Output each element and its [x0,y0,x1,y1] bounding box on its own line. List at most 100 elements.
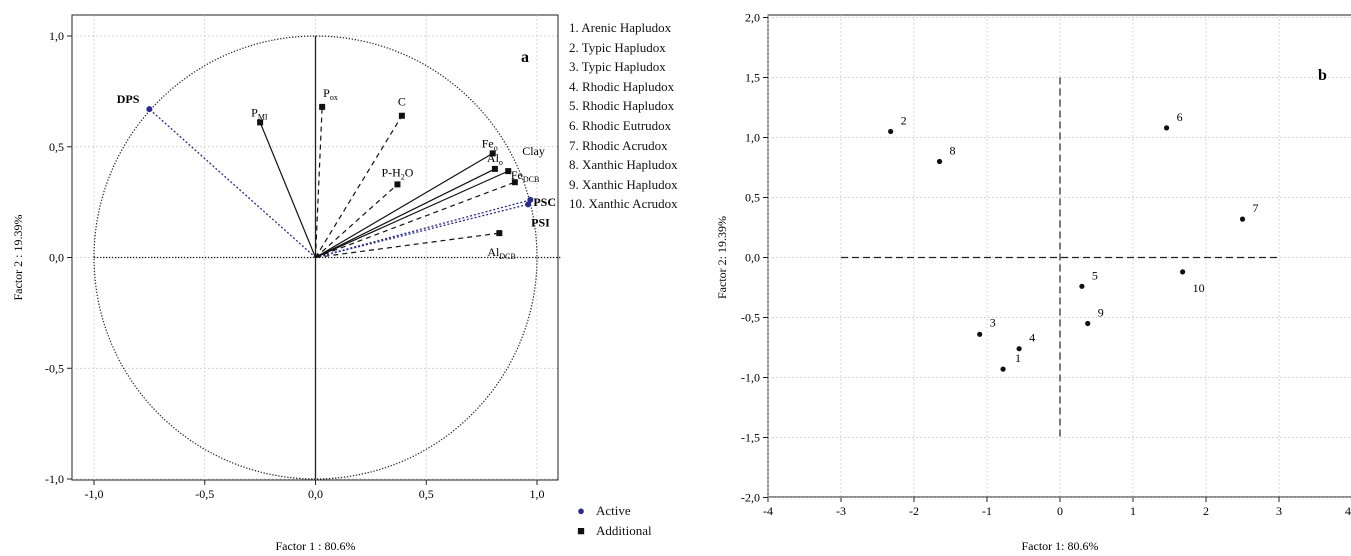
score-point-4 [1016,346,1022,352]
score-label-3: 3 [990,315,996,329]
panel-b-x-axis-title: Factor 1: 80.6% [1022,539,1099,553]
point-psi [525,201,532,208]
panel-a-ytick-label: 1,0 [49,29,64,43]
point-p-h2o [394,181,401,188]
soil-class-item: 1. Arenic Hapludox [569,20,672,35]
panel-a-x-axis-title: Factor 1 : 80.6% [276,539,356,553]
panel-b-ytick-label: 2,0 [745,11,760,25]
panel-b-ytick-label: -1,5 [741,431,760,445]
score-point-2 [888,128,894,135]
point-clay [505,168,512,175]
panel-b-ytick-label: -1,0 [741,371,760,385]
panel-b-xtick-label: 1 [1130,504,1136,518]
panel-b-ytick-label: 1,0 [745,131,760,145]
score-label-9: 9 [1098,306,1104,320]
vector-c [314,115,403,258]
score-point-9 [1085,320,1091,327]
label-fedcb: FeDCB [511,168,539,184]
soil-class-item: 2. Typic Hapludox [569,39,666,55]
panel-a-ytick-label: 0,5 [49,140,64,154]
label-psi: PSI [531,215,550,229]
panel-b-ytick-label: -2,0 [741,491,760,505]
vector-dps [148,108,316,258]
panel-a-xtick-label: 1,0 [530,487,545,501]
point-feo [489,150,496,157]
legend-item-additional: ■ Additional [576,521,652,541]
point-fedcb [511,179,518,186]
active-marker-icon: ● [577,503,585,518]
panel-b-xtick-label: 3 [1276,504,1282,518]
point-pox [319,103,326,110]
point-c [398,112,405,119]
score-label-8: 8 [950,144,956,158]
panel-a-ytick-label: -0,5 [45,361,64,375]
label-c: C [398,95,406,109]
panel-b-ytick-label: 0,5 [745,191,760,205]
label-clay: Clay [522,144,545,158]
panel-a-y-axis-title: Factor 2 : 19.39% [11,215,25,301]
score-label-2: 2 [901,114,907,128]
legend-label-additional: Additional [596,523,652,538]
label-pox: Pox [323,86,338,102]
soil-class-item: 9. Xanthic Hapludox [569,176,678,192]
vector-alo [315,168,496,259]
label-aldcb: AlDCB [487,245,515,261]
vector-aldcb [315,232,500,259]
panel-b-xtick-label: -3 [836,504,846,518]
panel-b-ytick-label: 0,0 [745,251,760,265]
soil-class-item: 10. Xanthic Acrudox [569,196,678,212]
panel-b-xtick-label: -4 [763,504,773,518]
point-alo [491,165,498,172]
panel-b-xtick-label: 4 [1345,504,1351,518]
label-p-h2o: P-H2O [381,165,413,181]
score-label-1: 1 [1015,351,1021,365]
legend-label-active: Active [596,503,631,518]
point-psc [527,196,534,203]
vector-p-h2o [315,183,398,258]
panel-b-ytick-label: -0,5 [741,311,760,325]
legend-item-active: ● Active [576,501,652,521]
panel-a-ytick-label: 0,0 [49,251,64,265]
panel-b-xtick-label: -2 [909,504,919,518]
soil-class-item: 7. Rhodic Acrudox [569,137,668,153]
score-point-3 [977,331,983,337]
score-point-6 [1163,125,1170,131]
panel-b-ytick-label: 1,5 [745,71,760,85]
panel-a-xtick-label: 0,0 [308,487,323,501]
vector-pmi [259,122,317,258]
panel-b-y-axis-title: Factor 2: 19.39% [715,216,729,299]
score-point-8 [936,158,943,165]
score-label-4: 4 [1029,331,1035,345]
score-point-1 [1000,366,1006,372]
label-psc: PSC [533,195,556,209]
panel-a-unit-circle [93,35,538,480]
score-point-7 [1239,216,1246,222]
score-label-5: 5 [1092,268,1098,282]
label-pmi: PMI [251,105,268,121]
vector-psi [315,203,529,259]
soil-class-legend: 1. Arenic Hapludox 2. Typic Hapludox 3. Ty… [569,18,678,214]
point-pmi [257,119,264,126]
vector-clay [315,170,509,259]
score-label-7: 7 [1253,201,1259,215]
vector-pox [314,106,323,258]
point-dps [146,106,153,113]
panel-a-pca-loadings: -1,0 -0,5 0,0 0,5 1,0 1,0 0,5 0,0 -0,5 -1,0 DPS PSC… [11,14,562,553]
panel-a-xtick-label: -0,5 [195,487,214,501]
score-label-6: 6 [1177,110,1183,124]
soil-class-item: 6. Rhodic Eutrudox [569,117,672,133]
panel-b-letter: b [1318,67,1327,84]
label-dps: DPS [117,92,140,106]
soil-class-item: 4. Rhodic Hapludox [569,78,675,94]
panel-b-xtick-label: 0 [1057,504,1063,518]
soil-class-item: 8. Xanthic Hapludox [569,157,678,173]
marker-legend: ● Active ■ Additional [576,501,652,541]
panel-b-xtick-label: -1 [982,504,992,518]
panel-a-xtick-label: -1,0 [85,487,104,501]
panel-b-pca-scores: -4 -3 -2 -1 0 1 2 3 4 2,0 1,5 1,0 0,5 0,0 -0,5 -1,0 -1,5… [715,11,1351,553]
panel-a-ytick-label: -1,0 [45,472,64,486]
label-feo: Feo [482,136,498,152]
soil-class-item: 5. Rhodic Hapludox [569,98,675,114]
score-point-10 [1180,269,1186,275]
